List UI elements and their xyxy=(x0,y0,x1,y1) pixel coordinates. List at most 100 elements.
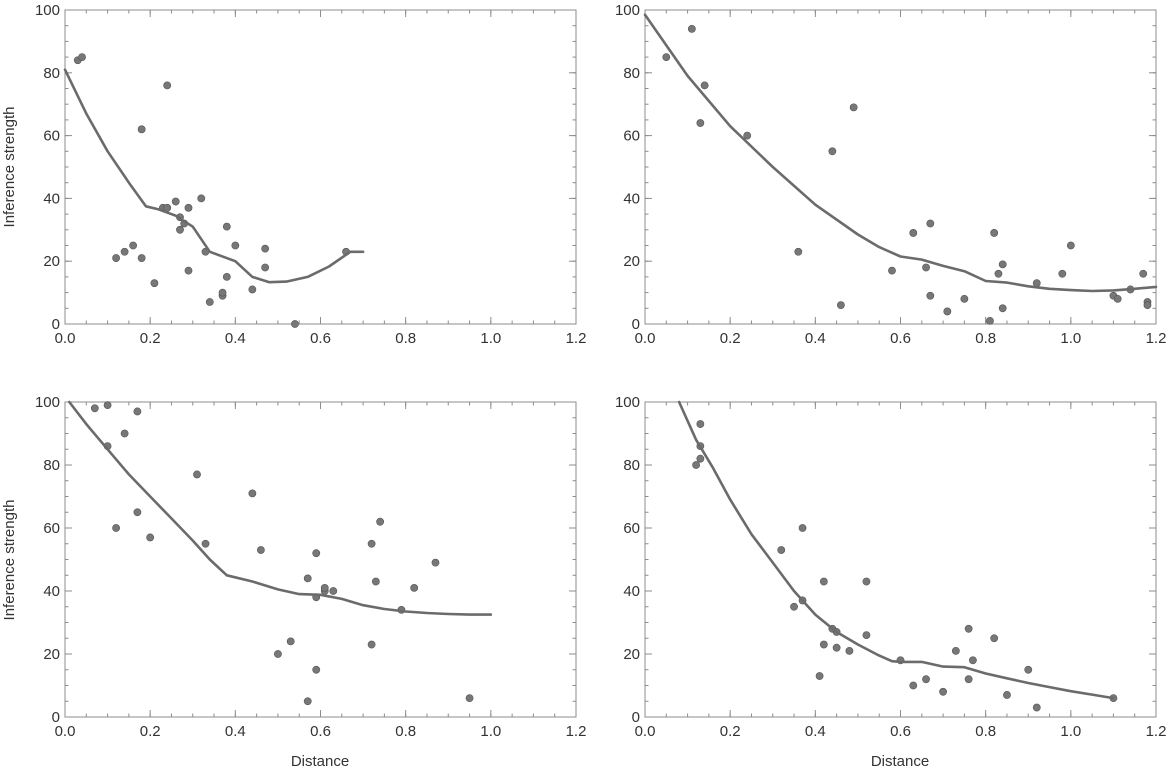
data-point xyxy=(137,125,146,134)
data-point xyxy=(261,244,270,253)
y-axis-title-top: Inference strength xyxy=(1,107,18,228)
data-point xyxy=(998,304,1007,313)
data-point xyxy=(994,269,1003,278)
y-tick-label: 80 xyxy=(623,65,640,82)
data-point xyxy=(1066,241,1075,250)
x-axis-title-left: Distance xyxy=(291,753,349,770)
data-point xyxy=(150,279,159,288)
y-tick-label: 0 xyxy=(52,709,60,726)
plot-frame xyxy=(64,9,577,325)
data-point xyxy=(248,489,257,498)
axis-ticks xyxy=(644,9,1157,325)
x-tick-label: 0.8 xyxy=(395,330,416,347)
data-point xyxy=(367,640,376,649)
panel-bottom-right: 0.0 0.2 0.4 0.6 0.8 1.0 1.2 0 20 40 60 80 100 xyxy=(615,394,1166,740)
x-tick-label: 1.0 xyxy=(1060,330,1081,347)
data-point xyxy=(790,602,798,611)
data-point xyxy=(951,646,960,655)
data-point xyxy=(184,203,193,212)
x-tick-label: 0.0 xyxy=(55,723,76,740)
data-point xyxy=(922,263,930,272)
data-point xyxy=(926,291,935,300)
x-tick-label: 1.2 xyxy=(1146,723,1167,740)
x-tick-labels: 0.0 0.2 0.4 0.6 0.8 1.0 1.2 xyxy=(635,723,1167,740)
y-tick-label: 20 xyxy=(623,253,640,270)
data-point xyxy=(291,320,299,328)
x-tick-label: 0.8 xyxy=(395,723,416,740)
y-tick-label: 40 xyxy=(43,190,60,207)
x-tick-label: 1.2 xyxy=(566,330,587,347)
data-point xyxy=(320,583,329,592)
x-tick-label: 0.4 xyxy=(225,330,246,347)
data-point xyxy=(163,81,172,90)
x-tick-label: 0.2 xyxy=(140,723,161,740)
data-point xyxy=(828,147,837,156)
data-point xyxy=(410,583,419,592)
data-point xyxy=(964,675,973,684)
trend-line xyxy=(63,68,365,284)
x-tick-labels: 0.0 0.2 0.4 0.6 0.8 1.0 1.2 xyxy=(55,330,587,347)
trend-line xyxy=(643,13,1158,293)
data-point xyxy=(312,665,321,674)
scatter-points xyxy=(73,53,350,328)
data-point xyxy=(133,508,142,517)
data-point xyxy=(692,461,700,469)
x-tick-label: 1.0 xyxy=(480,723,501,740)
data-point xyxy=(248,285,257,294)
data-point xyxy=(256,546,265,554)
data-point xyxy=(465,694,474,702)
x-tick-label: 0.8 xyxy=(975,723,996,740)
x-tick-labels: 0.0 0.2 0.4 0.6 0.8 1.0 1.2 xyxy=(635,330,1167,347)
data-point xyxy=(78,53,86,61)
data-point xyxy=(112,254,120,262)
data-point xyxy=(303,574,312,583)
x-tick-label: 0.4 xyxy=(805,723,826,740)
data-point xyxy=(176,225,184,234)
data-point xyxy=(205,298,214,306)
data-point xyxy=(943,307,952,316)
data-point xyxy=(120,429,129,438)
data-point xyxy=(832,643,841,652)
x-axis-title-right: Distance xyxy=(871,753,929,770)
y-tick-label: 100 xyxy=(35,2,60,19)
y-tick-label: 40 xyxy=(623,583,640,600)
data-point xyxy=(986,316,994,325)
plot-frame xyxy=(644,401,1157,718)
data-point xyxy=(222,272,231,281)
y-tick-label: 100 xyxy=(615,2,640,19)
data-point xyxy=(845,646,854,655)
x-tick-label: 0.2 xyxy=(720,723,741,740)
data-point xyxy=(964,624,973,633)
panel-top-left: 0.0 0.2 0.4 0.6 0.8 1.0 1.2 0 20 40 60 80 100 xyxy=(35,2,586,347)
data-point xyxy=(137,254,146,262)
data-point xyxy=(794,247,803,256)
data-point xyxy=(1139,269,1148,278)
y-tick-label: 20 xyxy=(623,646,640,663)
data-point xyxy=(819,640,828,649)
y-tick-label: 80 xyxy=(43,65,60,82)
data-point xyxy=(197,194,206,203)
data-point xyxy=(103,401,112,410)
y-axis-title-bottom: Inference strength xyxy=(1,500,18,621)
x-tick-label: 0.6 xyxy=(890,723,911,740)
data-point xyxy=(120,247,129,256)
data-point xyxy=(1024,665,1033,674)
y-tick-label: 100 xyxy=(615,394,640,411)
x-tick-label: 1.2 xyxy=(1146,330,1167,347)
data-point xyxy=(371,577,380,586)
y-tick-label: 100 xyxy=(35,394,60,411)
data-point xyxy=(798,524,807,532)
data-point xyxy=(815,672,824,680)
data-point xyxy=(218,288,227,297)
data-point xyxy=(1058,269,1067,278)
data-point xyxy=(696,119,705,127)
panel-top-right: 0.0 0.2 0.4 0.6 0.8 1.0 1.2 0 20 40 60 80 100 xyxy=(615,2,1166,347)
data-point xyxy=(312,549,321,558)
y-tick-labels: 0 20 40 60 80 100 xyxy=(35,394,60,726)
y-tick-labels: 0 20 40 60 80 100 xyxy=(35,2,60,333)
y-tick-label: 80 xyxy=(43,457,60,474)
trend-line xyxy=(677,400,1115,700)
x-tick-label: 0.0 xyxy=(635,330,656,347)
data-point xyxy=(376,517,385,526)
